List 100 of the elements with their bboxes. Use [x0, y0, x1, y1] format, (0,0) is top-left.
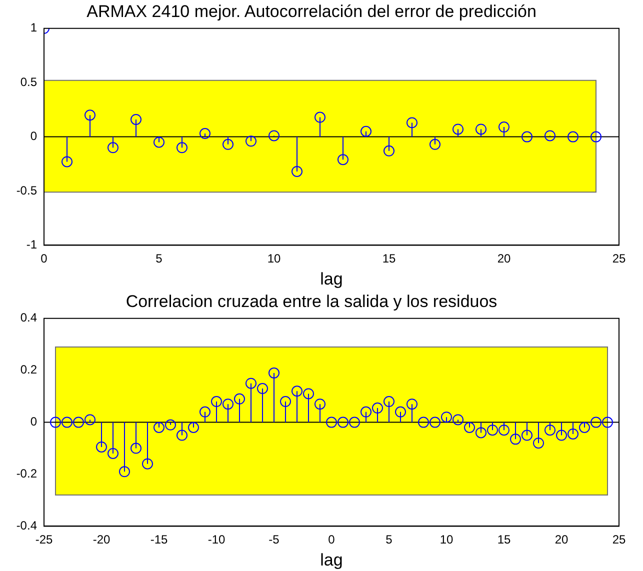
point — [590, 416, 602, 428]
point — [544, 130, 556, 142]
y-tick-label: 0.5 — [20, 74, 38, 89]
x-tick-label: 0 — [40, 252, 48, 266]
x-tick-label: 25 — [612, 252, 626, 266]
point — [372, 402, 383, 414]
point — [200, 128, 210, 140]
point — [430, 138, 440, 150]
point — [418, 416, 429, 428]
point — [257, 383, 268, 394]
point — [510, 434, 521, 445]
point — [476, 124, 486, 135]
point — [96, 441, 107, 452]
point — [211, 396, 222, 408]
point — [360, 406, 372, 418]
y-tick-label: 0.2 — [20, 362, 38, 377]
point — [522, 131, 532, 142]
point — [154, 136, 164, 148]
point — [246, 136, 256, 147]
point — [165, 419, 176, 430]
point — [568, 131, 578, 142]
point — [222, 138, 234, 150]
point — [406, 117, 418, 128]
x-tick-label: -15 — [150, 532, 168, 547]
point — [349, 416, 360, 428]
point — [579, 422, 590, 433]
point — [268, 130, 280, 142]
point — [556, 430, 567, 441]
point — [130, 114, 142, 125]
point — [62, 156, 72, 168]
point — [476, 427, 486, 438]
point — [464, 422, 475, 433]
y-tick-label: -0.4 — [16, 518, 38, 533]
chart-title: Correlacion cruzada entre la salida y los residuos — [126, 292, 498, 311]
y-tick-label: -0.2 — [16, 466, 38, 481]
x-tick-label: -5 — [268, 532, 280, 547]
point — [360, 126, 372, 137]
x-tick-label: 15 — [382, 252, 396, 266]
point — [84, 110, 96, 121]
point — [498, 122, 510, 133]
x-tick-label: 25 — [612, 532, 626, 547]
point — [452, 414, 464, 426]
y-tick-label: 0.4 — [20, 310, 38, 325]
point — [176, 142, 188, 154]
y-tick-label: 1 — [30, 20, 38, 35]
point — [246, 378, 256, 389]
point — [62, 416, 72, 428]
x-tick-label: 10 — [267, 252, 281, 266]
point — [84, 414, 96, 426]
point — [602, 416, 613, 428]
point — [487, 424, 498, 436]
x-axis-title: lag — [320, 550, 343, 570]
point — [544, 424, 556, 436]
x-tick-label: 20 — [497, 252, 511, 266]
point — [119, 466, 130, 478]
point — [142, 458, 153, 470]
point — [590, 131, 602, 142]
x-tick-label: -20 — [92, 532, 110, 547]
x-tick-label: 5 — [156, 252, 163, 266]
point — [154, 422, 164, 433]
point — [498, 424, 510, 436]
point — [50, 416, 61, 428]
x-tick-label: 15 — [497, 532, 511, 547]
x-axis-title: lag — [320, 269, 343, 288]
point — [384, 396, 394, 408]
x-tick-label: -25 — [35, 532, 53, 547]
point — [568, 428, 578, 440]
point — [533, 438, 544, 449]
point — [280, 396, 291, 408]
point — [395, 406, 406, 418]
point — [292, 166, 302, 177]
point — [108, 448, 118, 459]
y-tick-label: 0 — [30, 129, 38, 144]
y-tick-label: -0.5 — [16, 183, 38, 198]
x-tick-label: 20 — [554, 532, 568, 547]
point — [188, 422, 199, 433]
point — [406, 398, 418, 410]
point — [268, 367, 280, 378]
point — [73, 416, 84, 428]
point — [130, 442, 142, 454]
point — [338, 154, 348, 166]
y-tick-label: -1 — [26, 238, 38, 252]
point — [314, 398, 326, 410]
chart-title: ARMAX 2410 mejor. Autocorrelación del error de predicción — [86, 2, 536, 21]
point — [234, 393, 245, 404]
x-tick-label: 10 — [440, 532, 454, 547]
point — [430, 416, 440, 428]
point — [292, 386, 302, 397]
point — [384, 145, 394, 156]
point — [522, 430, 532, 441]
point — [303, 388, 314, 400]
point — [441, 412, 452, 423]
x-tick-label: 0 — [328, 532, 336, 547]
point — [452, 124, 464, 135]
point — [314, 112, 326, 123]
point — [338, 416, 348, 428]
point — [326, 416, 337, 428]
x-tick-label: -10 — [208, 532, 226, 547]
point — [200, 406, 210, 418]
point — [222, 398, 234, 410]
